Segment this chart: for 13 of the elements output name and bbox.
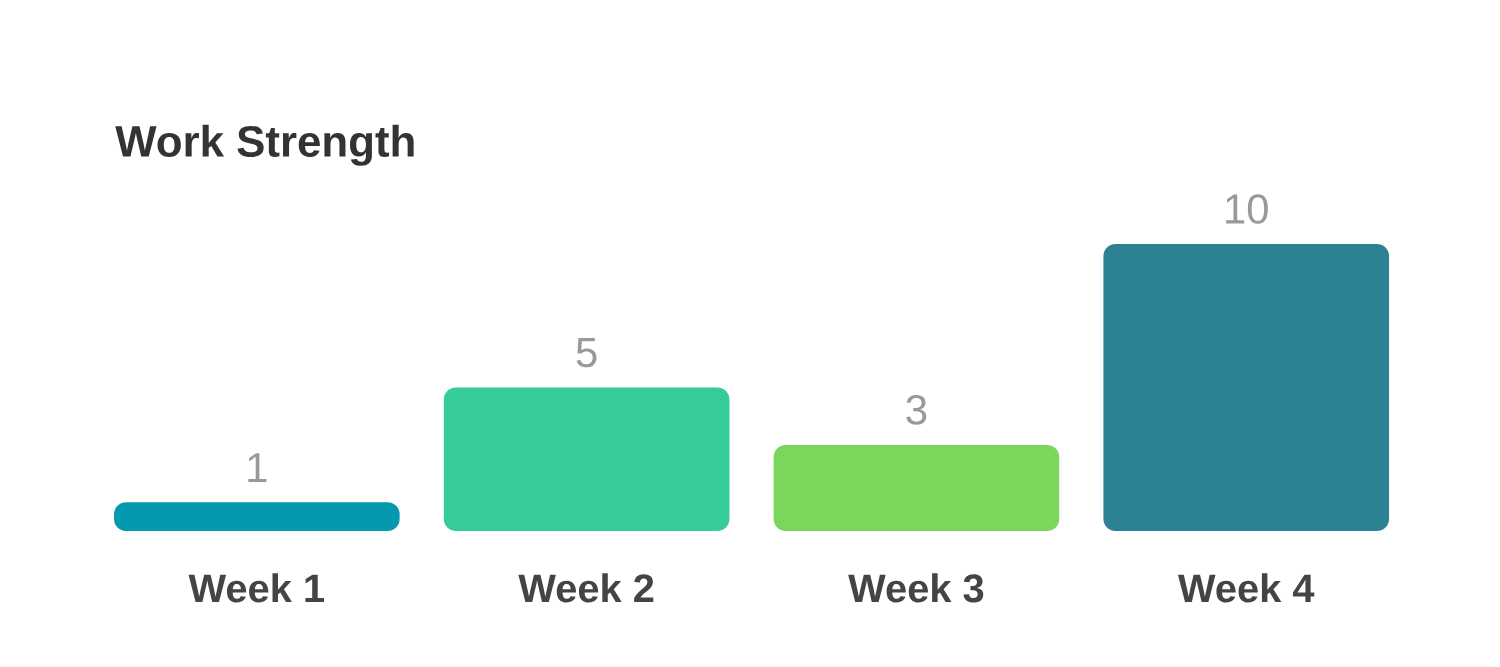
- chart-title: Work Strength: [115, 124, 414, 166]
- x-tick-label: Week 4: [1177, 573, 1315, 603]
- data-label: 10: [1226, 194, 1268, 224]
- bar: [773, 444, 1060, 531]
- x-tick-label: Week 1: [188, 573, 324, 603]
- data-label: 3: [906, 395, 927, 425]
- bar: [114, 502, 400, 531]
- data-label: 1: [248, 453, 267, 483]
- bar: [443, 387, 730, 531]
- x-tick-label: Week 2: [518, 573, 654, 603]
- bar: [1103, 244, 1390, 531]
- data-label: 5: [576, 338, 597, 368]
- x-tick-label: Week 3: [848, 573, 984, 603]
